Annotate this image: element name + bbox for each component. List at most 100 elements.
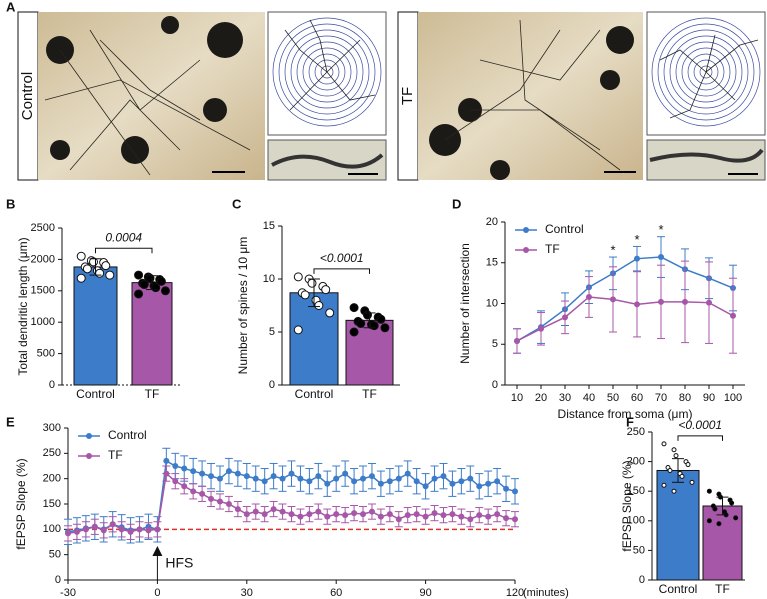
group-label: Control	[19, 72, 36, 120]
sholl-ring	[699, 65, 713, 79]
x-tick-label: TF	[145, 387, 160, 401]
sholl-sketch	[267, 11, 387, 136]
marker	[342, 470, 349, 477]
significance-star: *	[658, 222, 663, 237]
y-tick-label: 200	[627, 456, 645, 468]
panel-letter: D	[452, 196, 461, 211]
sholl-ring	[296, 41, 358, 103]
y-tick-label: 0	[55, 574, 61, 586]
marker	[467, 475, 474, 482]
significance-bracket	[677, 435, 723, 441]
y-tick-label: 1000	[31, 316, 55, 328]
marker	[538, 325, 544, 332]
marker	[261, 511, 268, 518]
marker	[440, 512, 447, 519]
data-point	[76, 251, 86, 261]
data-point	[139, 280, 149, 290]
marker	[118, 526, 125, 533]
marker	[208, 495, 215, 502]
data-point	[156, 276, 166, 286]
y-tick-label: 15	[263, 220, 275, 232]
legend-marker	[86, 453, 92, 459]
marker	[562, 314, 568, 321]
sholl-ring	[308, 53, 346, 91]
data-point	[134, 270, 144, 280]
x-tick-label: 30	[241, 587, 253, 599]
marker	[315, 473, 322, 480]
marker	[172, 463, 179, 469]
marker	[494, 478, 501, 485]
marker	[279, 475, 286, 482]
marker	[270, 506, 277, 513]
y-tick-label: 2000	[31, 253, 55, 265]
marker	[190, 488, 197, 495]
data-point	[105, 270, 115, 280]
marker	[706, 299, 712, 306]
data-point	[706, 518, 712, 524]
marker	[413, 478, 420, 485]
data-point	[661, 441, 667, 447]
marker	[154, 526, 161, 533]
panel-letter: B	[6, 196, 15, 211]
dendrites	[44, 29, 251, 176]
marker	[172, 478, 179, 485]
data-point	[380, 323, 390, 333]
marker	[252, 475, 259, 482]
data-point	[307, 278, 317, 288]
marker	[306, 478, 313, 485]
y-tick-label: 250	[43, 447, 61, 459]
traced-neuron	[659, 34, 759, 119]
marker	[458, 478, 465, 485]
x-tick-label: 10	[511, 392, 523, 404]
data-point	[293, 272, 303, 282]
y-tick-label: 100	[627, 515, 645, 527]
significance-bracket	[313, 268, 370, 274]
x-tick-label: 70	[655, 392, 667, 404]
data-point	[679, 473, 685, 479]
sholl-ring	[272, 17, 382, 127]
x-tick-label: 30	[559, 392, 571, 404]
y-tick-label: 500	[37, 348, 55, 360]
panel-letter: A	[6, 0, 16, 14]
sholl-ring	[693, 59, 719, 85]
marker	[422, 483, 429, 490]
marker	[634, 301, 640, 308]
x-tick-label: 60	[330, 587, 342, 599]
sholl-ring	[687, 53, 725, 91]
x-tick-label: 20	[535, 392, 547, 404]
data-point	[363, 310, 372, 320]
marker	[485, 513, 492, 520]
data-point	[160, 286, 170, 296]
x-tick-label: Control	[76, 387, 115, 401]
bar	[131, 282, 173, 386]
significance-bracket	[95, 247, 153, 254]
data-point	[661, 482, 667, 488]
data-point	[706, 488, 712, 494]
marker	[216, 498, 223, 505]
data-point	[733, 515, 739, 521]
sholl-circles	[651, 17, 761, 127]
significance-star: *	[610, 242, 615, 257]
traced-neuron	[284, 19, 376, 111]
y-tick-label: 200	[43, 473, 61, 485]
marker	[360, 475, 367, 482]
x-tick-label: 90	[703, 392, 715, 404]
marker	[368, 508, 375, 515]
marker	[658, 254, 664, 261]
marker	[225, 468, 232, 475]
y-tick-label: 0	[269, 379, 275, 391]
y-tick-label: 50	[633, 544, 645, 556]
y-tick-label: 250	[627, 426, 645, 438]
marker	[73, 528, 80, 535]
marker	[65, 530, 71, 537]
marker	[395, 516, 402, 523]
y-axis-label: Number of spines / 10 μm	[236, 237, 250, 375]
p-value: <0.0001	[678, 418, 722, 432]
x-tick-label: 100	[724, 392, 742, 404]
y-tick-label: 2500	[31, 222, 55, 234]
marker	[377, 480, 384, 487]
marker	[136, 526, 143, 533]
marker	[449, 480, 456, 487]
data-point	[101, 261, 111, 271]
legend-label: Control	[108, 428, 147, 442]
